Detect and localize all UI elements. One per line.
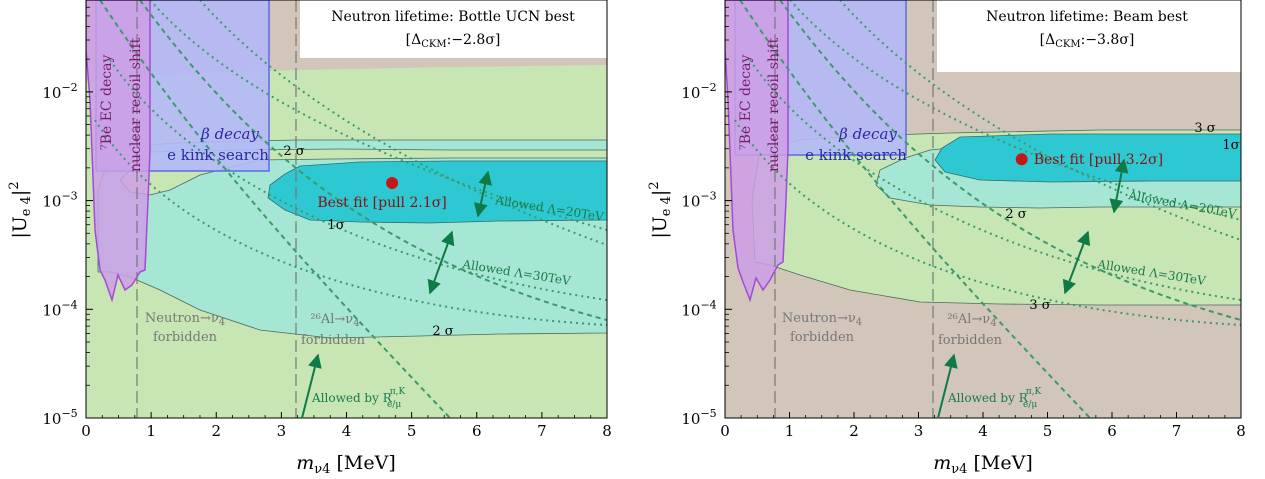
right-title: Neutron lifetime: Beam best bbox=[986, 9, 1188, 25]
right-arrow-30 bbox=[1062, 230, 1091, 295]
right-arrow-20 bbox=[1109, 158, 1129, 214]
left-chart: Neutron lifetime: Bottle UCN best [ΔCKM:… bbox=[7, 0, 612, 477]
y-tick-label: 10−2 bbox=[42, 81, 77, 102]
right-al-forbidden-label: forbidden bbox=[938, 333, 1003, 348]
x-tick-label: 0 bbox=[720, 422, 730, 440]
right-sigma2a-label: 2 σ bbox=[1005, 207, 1026, 222]
left-neutron-forbidden-label: forbidden bbox=[153, 330, 218, 345]
left-best-fit-point bbox=[386, 177, 399, 190]
left-title: Neutron lifetime: Bottle UCN best bbox=[331, 9, 575, 25]
right-nuclear-recoil-label: nuclear recoil shift bbox=[766, 37, 782, 172]
right-curve-4 bbox=[734, 119, 1241, 326]
left-arrow-20 bbox=[473, 170, 493, 218]
x-tick-label: 8 bbox=[602, 422, 612, 440]
y-tick-label: 10−3 bbox=[681, 190, 716, 211]
left-nuclear-recoil-label: nuclear recoil shift bbox=[128, 37, 144, 172]
left-be-decay-label: ⁷Be EC decay bbox=[99, 55, 115, 150]
y-tick-label: 10−2 bbox=[681, 81, 716, 102]
right-sigma1-label: 1σ bbox=[1222, 138, 1239, 153]
x-tick-label: 1 bbox=[785, 422, 795, 440]
left-curve-3 bbox=[109, 59, 607, 301]
x-tick-label: 0 bbox=[81, 422, 91, 440]
y-tick-label: 10−4 bbox=[681, 298, 716, 319]
y-tick-label: 10−5 bbox=[681, 407, 716, 428]
x-tick-label: 6 bbox=[472, 422, 482, 440]
right-xlabel: mν4 [MeV] bbox=[933, 452, 1033, 477]
x-tick-label: 4 bbox=[342, 422, 352, 440]
left-curve-4 bbox=[94, 119, 607, 326]
right-chart: Neutron lifetime: Beam best [ΔCKM:−3.8σ]… bbox=[647, 0, 1246, 477]
left-title-box bbox=[300, 0, 607, 58]
left-best-fit-label: Best fit [pull 2.1σ] bbox=[317, 195, 446, 211]
left-curve-5 bbox=[99, 0, 451, 418]
left-kink-label: e kink search bbox=[167, 146, 269, 164]
x-tick-label: 1 bbox=[146, 422, 156, 440]
right-title-box bbox=[937, 0, 1241, 72]
left-arrow-30 bbox=[427, 230, 455, 295]
left-ylabel: |Ue 4|2 bbox=[7, 181, 34, 238]
left-sigma1-label: 1σ bbox=[327, 218, 344, 233]
right-cyan-region bbox=[934, 133, 1241, 183]
right-subtitle: [ΔCKM:−3.8σ] bbox=[1040, 32, 1135, 50]
x-tick-label: 5 bbox=[1043, 422, 1053, 440]
right-best-fit-point bbox=[1015, 153, 1028, 166]
y-tick-label: 10−4 bbox=[42, 298, 77, 319]
left-al-label: ²⁶Al→ν4 bbox=[310, 312, 359, 329]
right-sigma3b-label: 3 σ bbox=[1029, 298, 1050, 313]
right-arrow-allowed-by bbox=[937, 353, 958, 419]
left-subtitle: [ΔCKM:−2.8σ] bbox=[406, 32, 501, 50]
x-tick-label: 2 bbox=[211, 422, 221, 440]
left-xlabel: mν4 [MeV] bbox=[296, 452, 396, 477]
x-tick-label: 6 bbox=[1107, 422, 1117, 440]
right-ylabel: |Ue 4|2 bbox=[647, 181, 674, 238]
left-curve-6 bbox=[139, 0, 607, 321]
right-neutron-label: Neutron→ν4 bbox=[782, 311, 862, 328]
x-tick-label: 3 bbox=[277, 422, 287, 440]
x-tick-label: 8 bbox=[1236, 422, 1246, 440]
right-curve-6 bbox=[779, 0, 1241, 321]
y-tick-label: 10−3 bbox=[42, 190, 77, 211]
right-best-fit-label: Best fit [pull 3.2σ] bbox=[1034, 152, 1163, 168]
right-curve-5 bbox=[739, 0, 1091, 418]
left-cyan-region bbox=[267, 160, 607, 224]
right-beta-decay-label: β decay bbox=[838, 125, 897, 143]
left-neutron-label: Neutron→ν4 bbox=[145, 311, 225, 328]
x-tick-label: 4 bbox=[978, 422, 988, 440]
right-curve-3 bbox=[749, 59, 1241, 301]
x-tick-label: 7 bbox=[537, 422, 547, 440]
right-neutron-forbidden-label: forbidden bbox=[790, 330, 855, 345]
left-beta-decay-label: β decay bbox=[200, 125, 259, 143]
x-tick-label: 2 bbox=[849, 422, 859, 440]
y-tick-label: 10−5 bbox=[42, 407, 77, 428]
right-kink-label: e kink search bbox=[805, 146, 907, 164]
left-al-forbidden-label: forbidden bbox=[301, 333, 366, 348]
x-tick-label: 5 bbox=[407, 422, 417, 440]
left-sigma2a-label: 2 σ bbox=[283, 144, 304, 159]
right-be-decay-label: ⁷Be EC decay bbox=[738, 55, 754, 150]
left-axis-ticks: 0 1 2 3 4 5 6 7 8 10−5 10−4 10−3 10−2 bbox=[42, 0, 612, 440]
right-allowed-by-label: Allowed by Rπ,K e/μ bbox=[947, 387, 1042, 410]
left-arrow-allowed-by bbox=[301, 353, 322, 419]
left-allowed-by-label: Allowed by Rπ,K e/μ bbox=[311, 387, 406, 410]
right-al-label: ²⁶Al→ν4 bbox=[947, 312, 996, 329]
x-tick-label: 3 bbox=[914, 422, 924, 440]
left-sigma2b-label: 2 σ bbox=[432, 324, 453, 339]
right-axis-ticks: 0 1 2 3 4 5 6 7 8 10−5 10−4 10−3 10−2 bbox=[681, 0, 1246, 440]
x-tick-label: 7 bbox=[1172, 422, 1182, 440]
right-sigma3a-label: 3 σ bbox=[1194, 121, 1215, 136]
